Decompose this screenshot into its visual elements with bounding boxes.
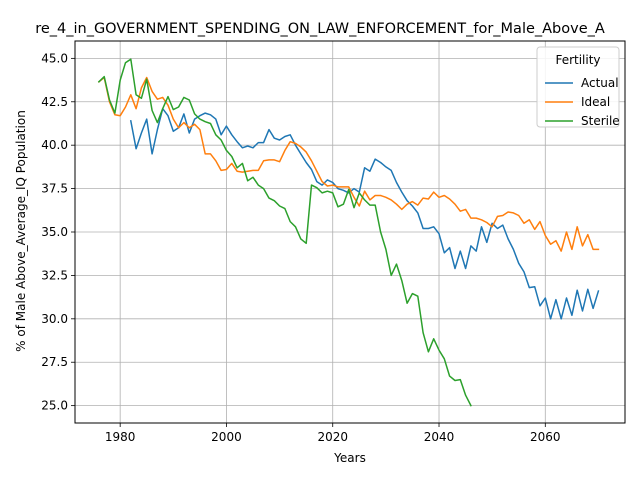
series-line-ideal bbox=[97, 76, 600, 252]
y-tick-label: 27.5 bbox=[41, 355, 68, 369]
legend-label-ideal: Ideal bbox=[581, 95, 610, 109]
legend-label-actual: Actual bbox=[581, 76, 619, 90]
legend: Fertility Actual Ideal Sterile bbox=[536, 46, 620, 128]
y-tick-label: 42.5 bbox=[41, 95, 68, 109]
series-lines bbox=[97, 58, 600, 407]
series-line-actual bbox=[129, 107, 600, 320]
y-axis-label: % of Male Above_Average_IQ Population bbox=[14, 110, 28, 352]
x-tick-label: 2000 bbox=[211, 430, 242, 444]
y-tick-label: 45.0 bbox=[41, 51, 68, 65]
x-axis-ticks: 1980 2000 2020 2040 2060 bbox=[105, 423, 561, 444]
x-tick-label: 1980 bbox=[105, 430, 136, 444]
y-tick-label: 35.0 bbox=[41, 225, 68, 239]
grid-lines bbox=[75, 41, 625, 423]
x-tick-label: 2040 bbox=[424, 430, 455, 444]
y-tick-label: 32.5 bbox=[41, 268, 68, 282]
series-line-sterile bbox=[97, 58, 472, 407]
chart-title: re_4_in_GOVERNMENT_SPENDING_ON_LAW_ENFOR… bbox=[35, 21, 605, 37]
x-tick-label: 2060 bbox=[530, 430, 561, 444]
legend-title: Fertility bbox=[555, 53, 600, 67]
y-tick-label: 37.5 bbox=[41, 182, 68, 196]
legend-box bbox=[536, 46, 620, 128]
y-tick-label: 30.0 bbox=[41, 312, 68, 326]
y-tick-label: 40.0 bbox=[41, 138, 68, 152]
y-axis-ticks: 25.0 27.5 30.0 32.5 35.0 37.5 40.0 42.5 45.0 bbox=[41, 51, 75, 413]
x-tick-label: 2020 bbox=[317, 430, 348, 444]
legend-label-sterile: Sterile bbox=[581, 114, 620, 128]
x-axis-label: Years bbox=[333, 451, 366, 465]
y-tick-label: 25.0 bbox=[41, 399, 68, 413]
